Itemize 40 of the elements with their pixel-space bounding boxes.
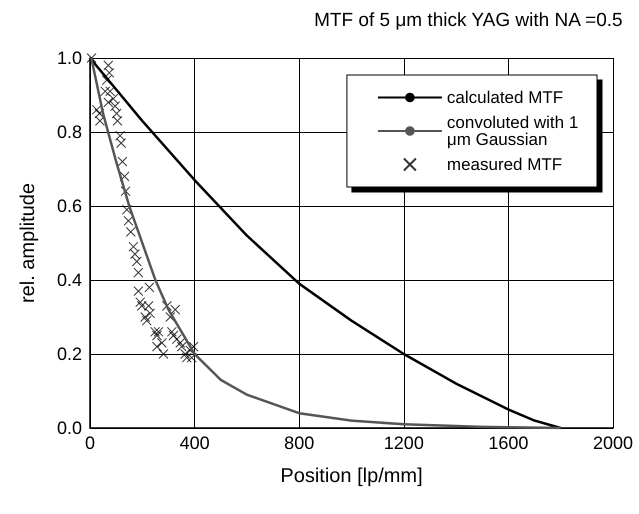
y-tick-label: 0.0 [56,418,82,438]
point [86,53,97,63]
point [92,104,102,115]
y-tick-label: 1.0 [56,48,82,68]
legend-label: calculated MTF [446,88,564,107]
point [140,312,150,322]
point [126,226,136,237]
point [162,300,172,311]
point [180,349,190,359]
point [136,300,147,311]
y-tick-label: 0.8 [56,122,82,142]
point [144,282,154,292]
point [120,186,131,196]
point [172,334,182,344]
legend-label: measured MTF [446,155,562,174]
y-tick-label: 0.4 [56,270,82,290]
x-tick-label: 1200 [384,433,424,453]
x-tick-label: 2000 [592,433,634,453]
x-tick-label: 800 [284,433,314,453]
point [176,342,187,352]
y-axis-title: rel. amplitude [17,182,39,304]
point [150,326,160,337]
point [120,171,130,182]
point [168,330,178,340]
point [154,326,164,337]
point [175,338,186,348]
x-tick-label: 1600 [488,433,528,453]
point [165,312,176,322]
y-tick-label: 0.2 [56,344,82,364]
point [166,326,177,337]
point [182,352,192,363]
y-tick-label: 0.6 [56,196,82,216]
point [170,304,180,315]
legend-label: convoluted with 1 μm Gaussian [446,113,584,149]
x-axis-title: Position [lp/mm] [280,465,423,487]
x-tick-label: 0 [84,433,96,453]
point [117,156,128,167]
x-tick-label: 400 [180,433,210,453]
point [142,316,152,326]
chart-title: MTF of 5 μm thick YAG with NA =0.5 [314,10,623,31]
